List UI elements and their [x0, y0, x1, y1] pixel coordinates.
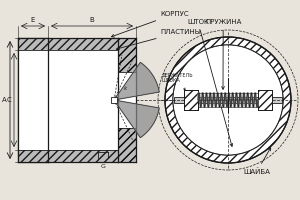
Bar	[18, 50, 48, 150]
Bar	[48, 50, 118, 150]
Bar	[18, 38, 48, 50]
Circle shape	[173, 45, 283, 155]
Bar	[118, 38, 136, 162]
Text: A: A	[2, 97, 7, 103]
Text: КОРПУС: КОРПУС	[112, 11, 189, 37]
Bar	[118, 72, 136, 128]
Bar	[174, 97, 282, 103]
Text: ДЕРЖАТЕЛЬ
ШТОКА: ДЕРЖАТЕЛЬ ШТОКА	[162, 73, 194, 90]
Text: ПЛАСТИНЫ: ПЛАСТИНЫ	[117, 29, 201, 50]
Bar	[184, 90, 198, 110]
Text: ШАЙБА: ШАЙБА	[243, 148, 271, 175]
Text: C: C	[6, 97, 11, 103]
Text: ШТОК: ШТОК	[187, 19, 232, 146]
Bar	[48, 38, 118, 50]
Text: B: B	[90, 17, 94, 23]
Bar	[258, 90, 272, 110]
Text: G: G	[100, 164, 105, 169]
Bar	[18, 38, 48, 162]
Text: E: E	[31, 17, 35, 23]
Bar	[48, 150, 118, 162]
Text: ПРУЖИНА: ПРУЖИНА	[205, 19, 242, 89]
Polygon shape	[114, 62, 159, 100]
Bar	[111, 97, 117, 103]
Bar	[18, 150, 48, 162]
Text: k: k	[124, 86, 127, 91]
Polygon shape	[114, 100, 159, 138]
Wedge shape	[165, 37, 291, 163]
